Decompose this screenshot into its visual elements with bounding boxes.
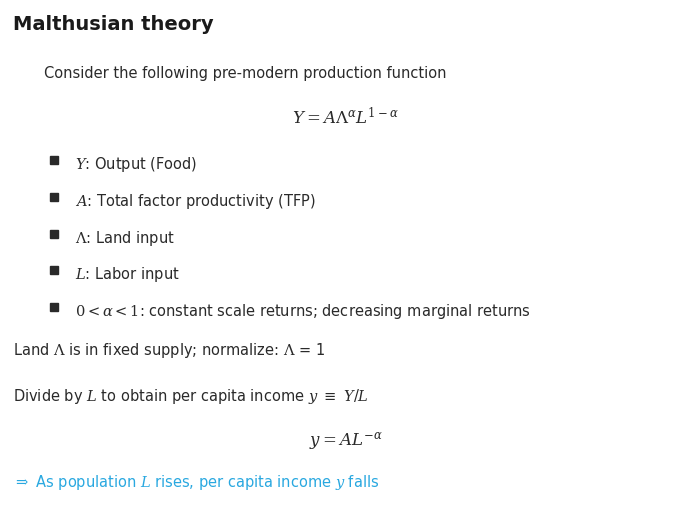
Text: $y = AL^{-\alpha}$: $y = AL^{-\alpha}$: [309, 430, 383, 452]
Text: $L$: Labor input: $L$: Labor input: [75, 265, 180, 284]
Text: Land $\Lambda$ is in fixed supply; normalize: $\Lambda$ = 1: Land $\Lambda$ is in fixed supply; norma…: [13, 341, 325, 360]
Text: $\Lambda$: Land input: $\Lambda$: Land input: [75, 229, 174, 248]
Text: Malthusian theory: Malthusian theory: [13, 15, 214, 34]
Text: Consider the following pre-modern production function: Consider the following pre-modern produc…: [44, 66, 446, 81]
Text: Divide by $L$ to obtain per capita income $y$ $\equiv$ $Y$/$L$: Divide by $L$ to obtain per capita incom…: [13, 387, 369, 406]
Text: $0 < \alpha < 1$: constant scale returns; decreasing marginal returns: $0 < \alpha < 1$: constant scale returns…: [75, 302, 531, 321]
Text: $A$: Total factor productivity (TFP): $A$: Total factor productivity (TFP): [75, 192, 316, 211]
Text: $Y$: Output (Food): $Y$: Output (Food): [75, 155, 197, 174]
Text: $\Rightarrow$ As population $L$ rises, per capita income $y$ falls: $\Rightarrow$ As population $L$ rises, p…: [13, 473, 379, 492]
Text: $Y = A\Lambda^{\alpha}L^{1-\alpha}$: $Y = A\Lambda^{\alpha}L^{1-\alpha}$: [293, 107, 399, 128]
